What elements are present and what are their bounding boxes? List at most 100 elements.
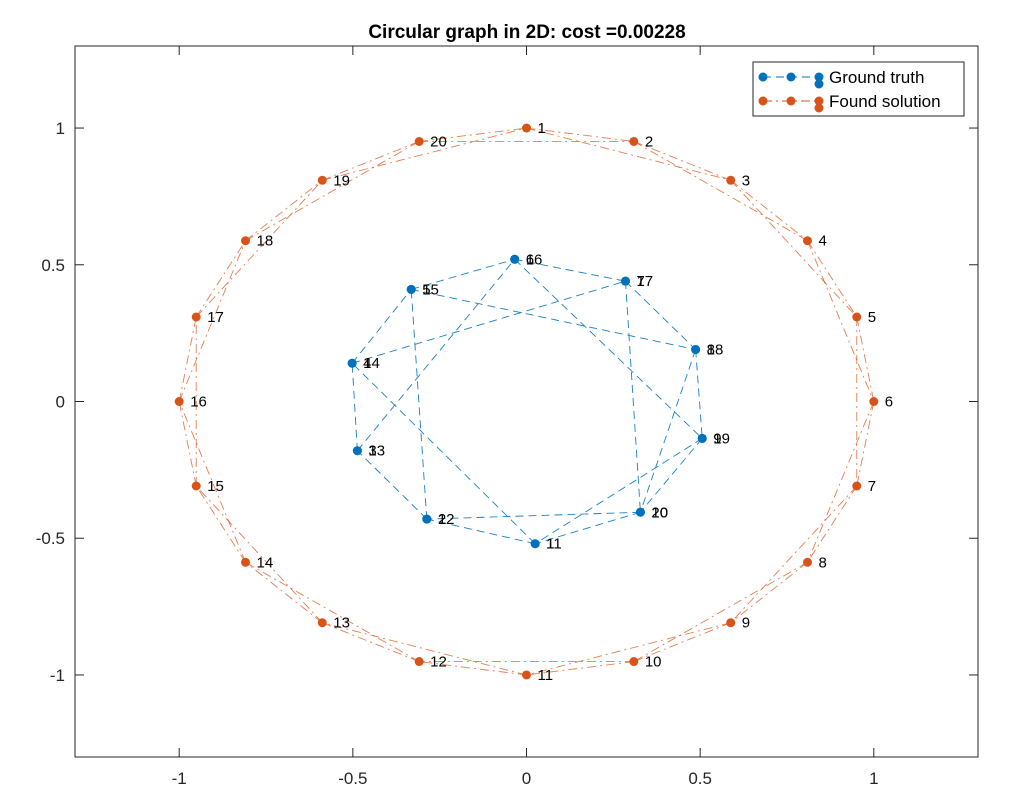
- legend-marker-found-solution: [786, 96, 796, 106]
- legend-marker-found-solution: [758, 96, 768, 106]
- y-tick-label: -0.5: [36, 529, 65, 548]
- y-tick-label: -1: [50, 666, 65, 685]
- found-solution-point-label: 9: [742, 615, 750, 632]
- found-solution-edge: [730, 561, 808, 624]
- ground-truth-point-label: 7: [636, 273, 644, 290]
- found-solution-edge: [526, 622, 731, 676]
- found-solution-point-label: 17: [207, 309, 224, 326]
- found-solution-edge: [730, 179, 808, 242]
- y-tick-label: 0.5: [41, 256, 65, 275]
- found-solution-edge: [195, 485, 246, 563]
- found-solution-edge: [526, 661, 634, 676]
- found-solution-point: [629, 136, 639, 146]
- found-solution-edge: [807, 240, 858, 318]
- ground-truth-edge: [640, 438, 703, 513]
- ground-truth-point: [422, 514, 432, 524]
- found-solution-point-label: 15: [207, 478, 224, 495]
- x-tick-label: 0: [522, 769, 531, 788]
- legend: Ground truth Found solution: [752, 61, 965, 117]
- ground-truth-edge: [695, 349, 703, 439]
- found-solution-point-label: 13: [333, 615, 350, 632]
- ground-truth-point: [530, 539, 540, 549]
- found-solution-edge: [856, 316, 875, 402]
- found-solution-point-label: 11: [538, 667, 554, 684]
- ground-truth-point-label: 5: [422, 281, 430, 298]
- ground-truth-edge: [351, 289, 412, 364]
- y-tick-label: 0: [56, 393, 65, 412]
- found-solution-point-label: 19: [333, 172, 350, 189]
- ground-truth-edge: [411, 258, 515, 290]
- ground-truth-edge: [514, 258, 703, 439]
- graph-edges: [178, 127, 875, 676]
- found-solution-edge: [730, 179, 858, 318]
- found-solution-edge: [633, 622, 731, 662]
- found-solution-edge: [419, 127, 527, 142]
- found-solution-edge: [245, 561, 420, 662]
- legend-box: [752, 61, 965, 117]
- ground-truth-point: [635, 507, 645, 517]
- found-solution-edge: [322, 141, 420, 181]
- axis-ticks: -1 -0.5 0 0.5 1 -1 -0.5 0 0.5 1: [36, 46, 978, 788]
- ground-truth-point-label: 13: [368, 443, 385, 460]
- found-solution-edge: [856, 401, 875, 487]
- ground-truth-point-label: 20: [651, 504, 668, 521]
- ground-truth-edge: [625, 280, 696, 350]
- found-solution-edge: [633, 141, 731, 181]
- found-solution-edge: [807, 485, 858, 563]
- ground-truth-edge: [514, 258, 626, 282]
- found-solution-edge: [419, 661, 527, 676]
- ground-truth-point: [620, 276, 630, 286]
- found-solution-edge: [195, 179, 323, 318]
- found-solution-edge: [633, 141, 808, 242]
- found-solution-edge: [245, 561, 323, 624]
- found-solution-point: [317, 618, 327, 628]
- graph-points: [174, 123, 879, 680]
- found-solution-edge: [245, 141, 420, 242]
- found-solution-point: [726, 175, 736, 185]
- ground-truth-point-label: 6: [526, 251, 534, 268]
- y-tick-label: 1: [56, 119, 65, 138]
- ground-truth-edge: [639, 349, 697, 513]
- ground-truth-edge: [411, 288, 696, 350]
- found-solution-edge: [245, 179, 323, 242]
- found-solution-point-label: 7: [868, 478, 876, 495]
- found-solution-point-label: 20: [430, 133, 447, 150]
- found-solution-point-label: 2: [645, 133, 653, 150]
- found-solution-edge: [322, 127, 527, 181]
- legend-marker-ground-truth: [758, 72, 768, 82]
- found-solution-edge: [633, 561, 808, 662]
- found-solution-point: [802, 557, 812, 567]
- ground-truth-point: [510, 254, 520, 264]
- ground-truth-point-label: 16: [526, 251, 543, 268]
- found-solution-point: [726, 618, 736, 628]
- legend-marker-found-solution: [814, 103, 824, 113]
- ground-truth-point-label: 11: [546, 536, 562, 553]
- found-solution-point-label: 3: [742, 172, 750, 189]
- x-tick-label: 0.5: [688, 769, 712, 788]
- found-solution-point-label: 1: [538, 120, 546, 137]
- found-solution-point-label: 8: [818, 554, 826, 571]
- ground-truth-point: [352, 446, 362, 456]
- found-solution-point: [869, 397, 879, 406]
- found-solution-point: [522, 123, 531, 133]
- found-solution-point-label: 10: [645, 654, 662, 671]
- ground-truth-edge: [351, 363, 358, 451]
- chart-title: Circular graph in 2D: cost =0.00228: [368, 22, 685, 43]
- ground-truth-edge: [426, 511, 641, 520]
- found-solution-point: [414, 657, 424, 667]
- found-solution-point: [241, 236, 251, 246]
- ground-truth-point-label: 4: [363, 355, 371, 372]
- plot-area: 1234567891011121314151617181920123456789…: [74, 45, 979, 758]
- found-solution-edge: [526, 127, 731, 181]
- found-solution-point: [414, 136, 424, 146]
- found-solution-point: [191, 481, 201, 491]
- ground-truth-point-label: 2: [438, 511, 446, 528]
- found-solution-edge: [178, 316, 197, 402]
- found-solution-edge: [322, 622, 527, 676]
- found-solution-point: [852, 312, 862, 322]
- found-solution-point: [241, 557, 251, 567]
- found-solution-edge: [178, 401, 197, 487]
- x-tick-label: -1: [172, 769, 187, 788]
- ground-truth-edge: [534, 438, 703, 545]
